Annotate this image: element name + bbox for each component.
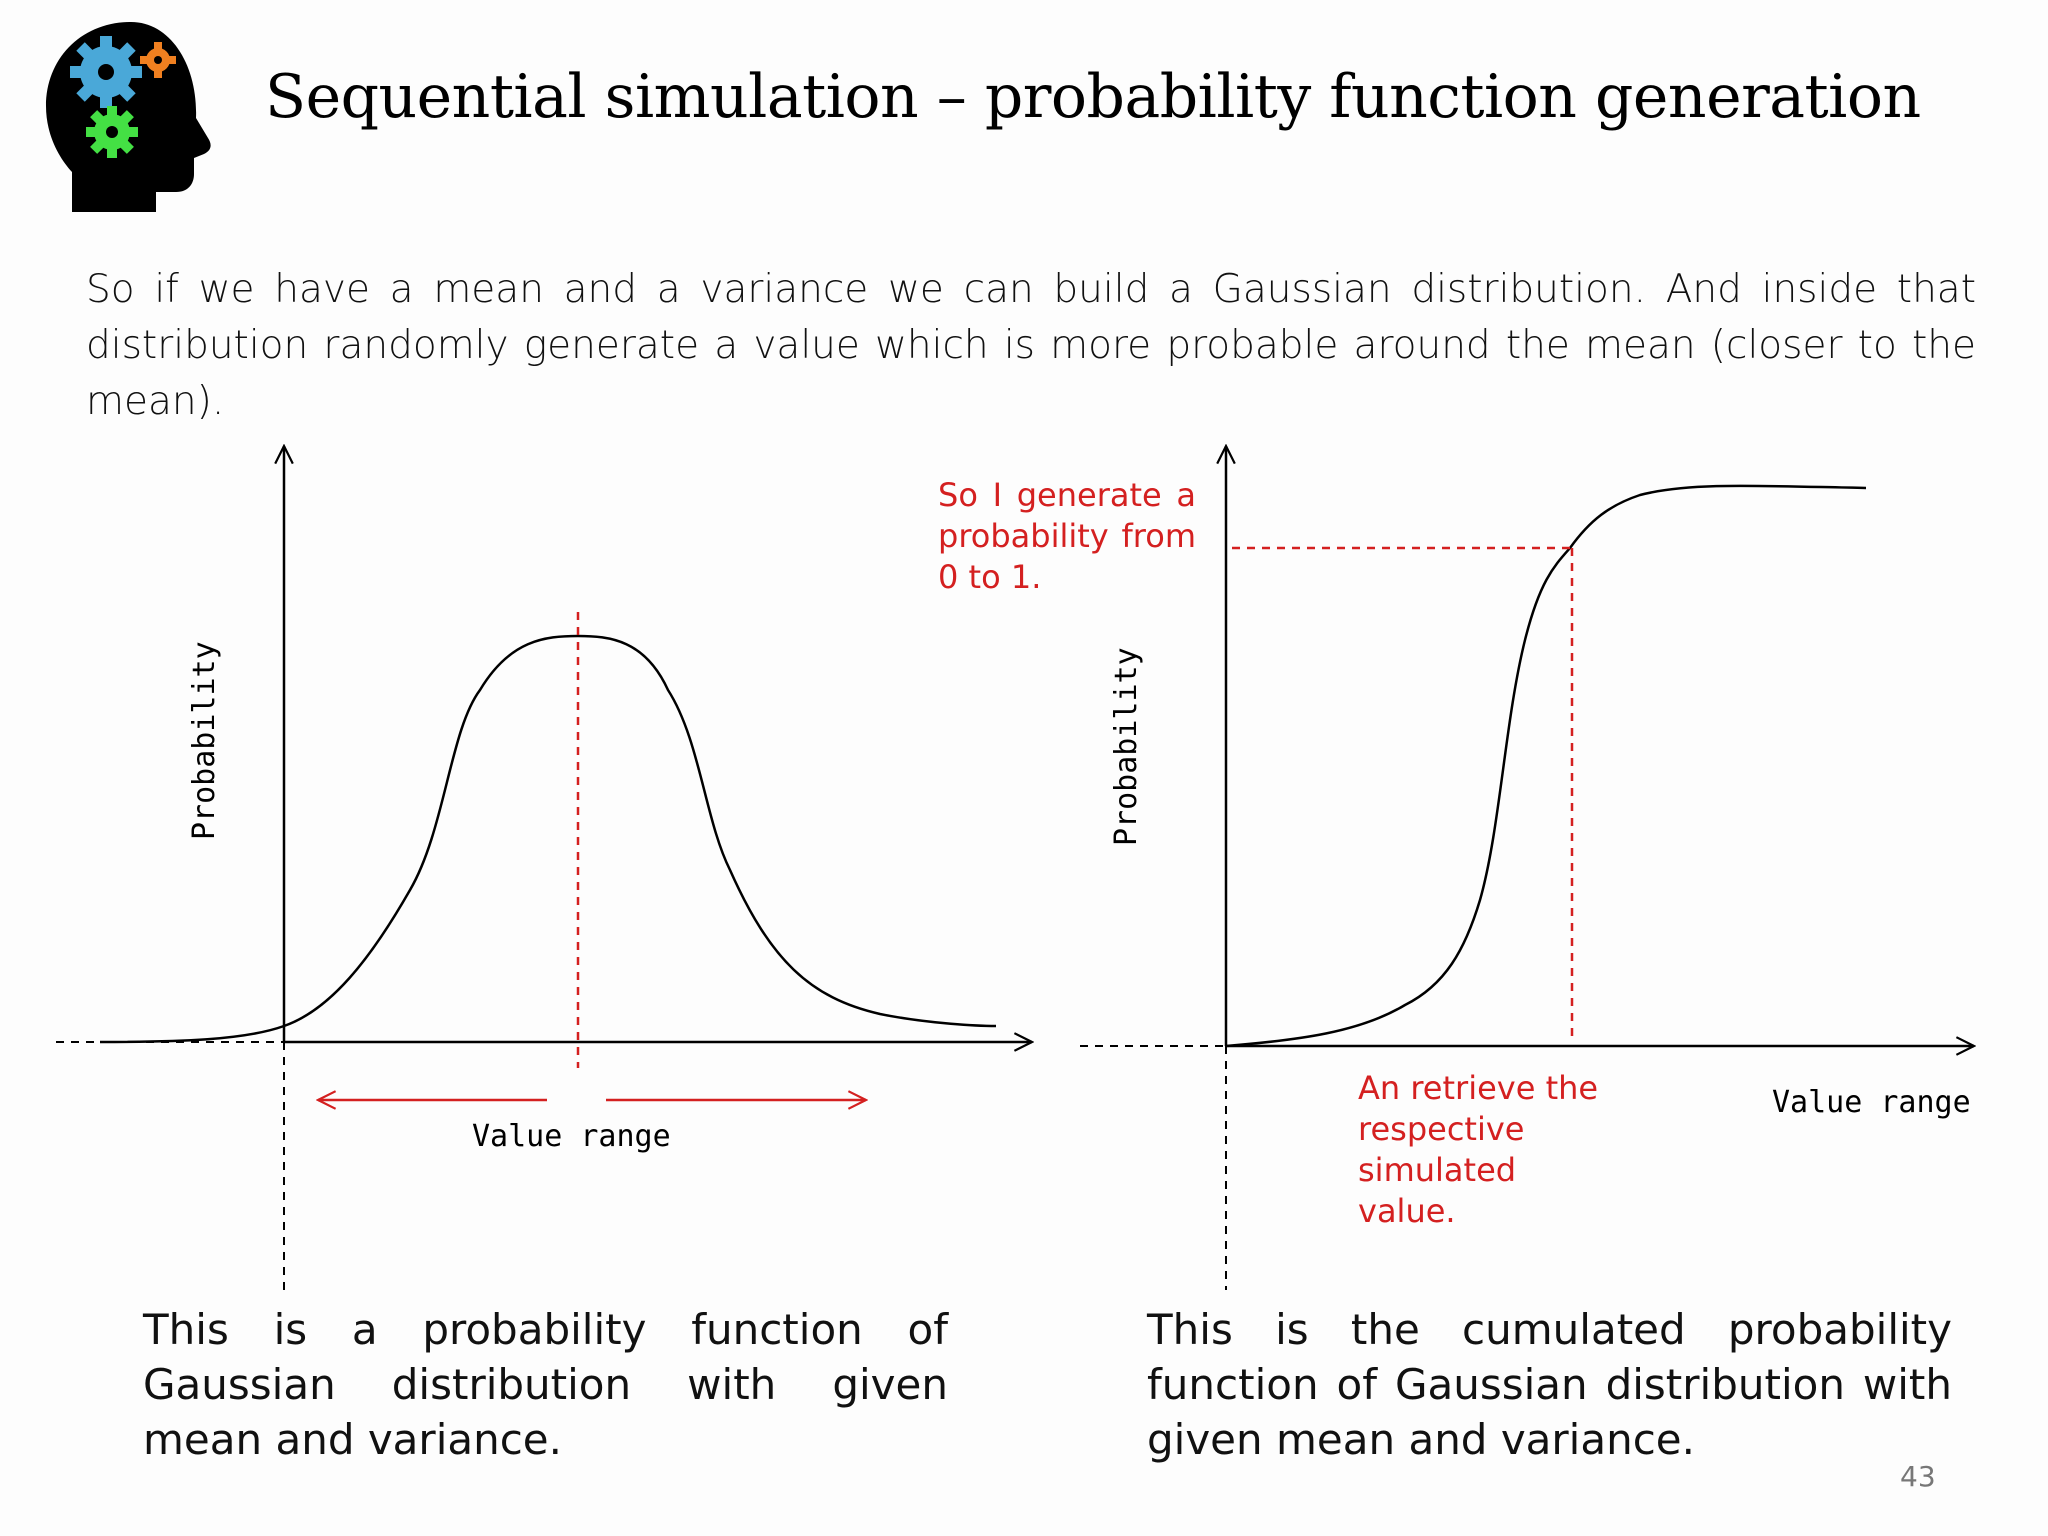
annotation-generate-probability: So I generate a probability from 0 to 1. [938, 476, 1196, 596]
page-number: 43 [1900, 1460, 1936, 1493]
right-chart: Probability Value range [1080, 446, 1974, 1290]
head-with-gears-icon [46, 22, 211, 212]
annotation-retrieve-value: An retrieve the respective simulated val… [1358, 1069, 1599, 1230]
left-y-axis-label: Probability [187, 641, 222, 840]
gaussian-pdf-curve [99, 634, 997, 1044]
left-chart: Probability Value range [56, 446, 1032, 1290]
gaussian-cdf-curve [1225, 484, 1867, 1048]
right-x-axis-label: Value range [1772, 1085, 1971, 1120]
left-chart-caption: This is a probability function of Gaussi… [143, 1305, 948, 1464]
intro-paragraph: So if we have a mean and a variance we c… [86, 267, 1976, 424]
right-y-axis-label: Probability [1109, 647, 1144, 846]
slide-title: Sequential simulation – probability func… [265, 62, 1921, 132]
right-chart-caption: This is the cumulated probability functi… [1147, 1305, 1952, 1464]
left-x-axis-label: Value range [472, 1119, 671, 1154]
